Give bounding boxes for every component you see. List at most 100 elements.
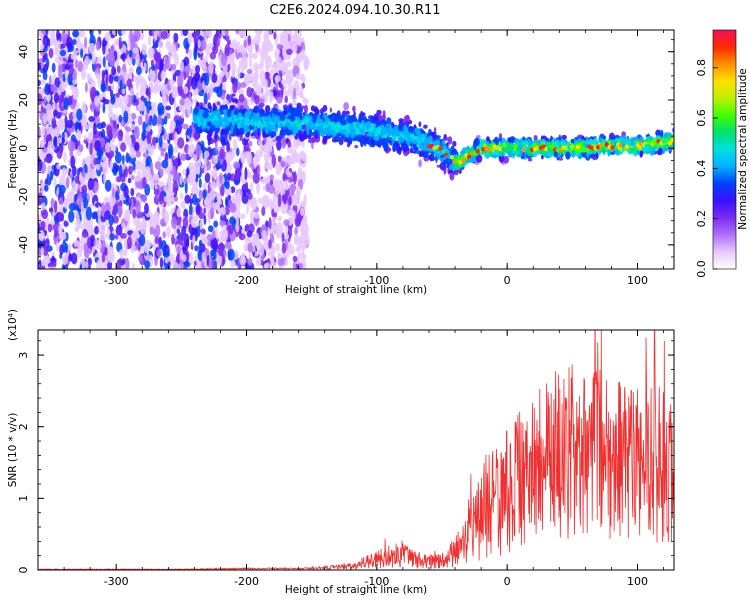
ridge-cell [335,122,341,130]
noise-cell [38,158,43,172]
noise-cell [271,251,275,263]
noise-cell [97,205,101,219]
ridge-cell [406,137,413,143]
noise-cell [284,95,289,104]
noise-cell [246,68,253,75]
noise-cell [198,189,203,201]
noise-cell [217,74,223,85]
noise-cell [239,82,247,88]
noise-cell [141,194,148,203]
noise-cell [213,220,219,228]
ridge-cell [475,154,483,163]
noise-cell [142,215,146,226]
noise-cell [277,155,282,163]
ridge-cell [418,142,424,150]
ridge-cell [207,92,211,101]
noise-cell [204,172,211,184]
noise-cell [137,115,143,126]
noise-cell [200,53,203,61]
ridge-cell [270,130,277,137]
ridge-peak [475,149,480,154]
noise-cell [227,248,235,261]
ridge-cell [196,117,201,123]
ridge-cell [312,116,316,120]
noise-cell [229,48,233,55]
noise-cell [133,125,140,139]
noise-cell [171,216,177,230]
noise-cell [276,179,283,186]
noise-cell [70,53,75,60]
noise-cell [89,42,96,53]
noise-cell [63,151,67,163]
noise-cell [270,90,274,102]
noise-cell [265,199,271,206]
noise-cell [81,257,86,269]
noise-cell [120,142,127,152]
noise-cell [164,56,170,70]
noise-cell [45,257,49,267]
noise-cell [203,207,207,215]
noise-cell [128,112,132,124]
ridge-cell [348,137,352,145]
ridge-cell [359,123,364,129]
ridge-cell [395,141,399,148]
noise-cell [53,177,57,188]
noise-cell [78,144,84,153]
noise-cell [254,34,261,45]
noise-cell [112,187,115,199]
noise-cell [87,222,93,236]
noise-cell [136,80,139,91]
ridge-cell [376,126,382,135]
noise-cell [123,71,129,82]
noise-cell [101,154,108,162]
noise-cell [230,186,236,194]
noise-cell [66,36,73,50]
noise-cell [58,184,66,195]
ridge-cell [442,144,448,150]
noise-cell [136,52,140,66]
ridge-cell [231,114,235,121]
noise-cell [44,184,49,192]
noise-cell [54,230,58,238]
noise-cell [115,190,119,201]
ridge-cell [561,134,567,140]
noise-cell [117,129,124,142]
noise-cell [161,93,167,107]
noise-cell [201,64,207,72]
noise-cell [121,222,126,229]
noise-cell [178,232,184,246]
noise-cell [47,223,53,233]
noise-cell [284,233,290,240]
ridge-cell [412,139,418,145]
noise-cell [84,36,88,49]
ridge-cell [212,106,216,111]
noise-cell [213,154,219,165]
noise-cell [275,83,279,90]
noise-cell [158,134,163,148]
noise-cell [118,114,123,123]
noise-cell [251,52,258,60]
noise-cell [255,257,262,266]
noise-cell [38,216,41,224]
noise-cell [221,136,226,145]
noise-cell [203,156,208,166]
ridge-cell [517,149,523,157]
ridge-cell [301,124,306,130]
ridge-cell [351,115,357,122]
noise-cell [111,113,118,121]
noise-cell [147,34,152,46]
ridge-cell [221,129,228,133]
noise-cell [67,95,73,106]
ridge-cell [321,124,328,128]
ridge-cell [400,130,404,135]
noise-cell [292,43,298,53]
noise-cell [168,133,173,141]
ridge-cell [413,144,417,151]
noise-cell [69,202,76,211]
noise-cell [236,81,242,90]
ridge-cell [449,171,455,181]
ridge-cell [297,123,301,130]
noise-cell [247,192,253,200]
ridge-cell [641,146,645,152]
ridge-cell [346,143,350,148]
